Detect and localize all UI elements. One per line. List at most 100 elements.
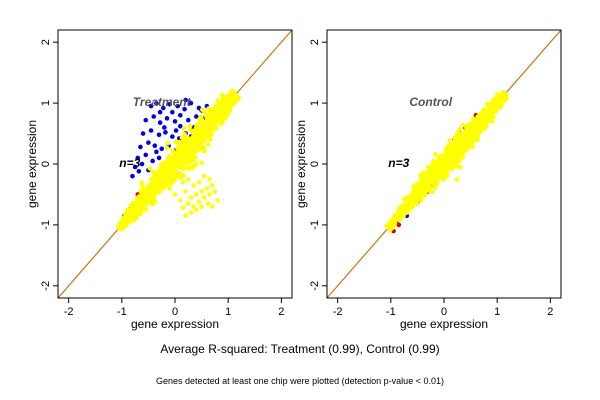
yellow-point (502, 93, 508, 98)
yellow-point (126, 213, 132, 218)
yellow-point (453, 153, 459, 159)
yellow-point (205, 142, 211, 147)
blue-point (140, 131, 146, 136)
yellow-point (148, 177, 154, 182)
yellow-point (224, 94, 230, 99)
yellow-point (156, 182, 162, 187)
yellow-point (460, 133, 466, 139)
blue-point (143, 152, 149, 158)
yellow-point (175, 146, 180, 151)
yellow-point (179, 141, 184, 146)
yellow-point (204, 113, 210, 118)
yellow-point (401, 205, 407, 211)
yellow-point (150, 169, 156, 175)
yellow-point (150, 186, 156, 192)
yellow-point (207, 121, 213, 127)
blue-point (156, 132, 162, 138)
blue-point (157, 109, 163, 115)
yellow-point (179, 160, 185, 165)
blue-point (154, 100, 159, 106)
yellow-point (196, 179, 202, 185)
yellow-point (196, 199, 202, 205)
yellow-point (127, 217, 133, 222)
y-tick-label: 0 (40, 161, 52, 167)
yellow-point (412, 183, 418, 188)
yellow-point (161, 160, 167, 166)
yellow-point (139, 202, 145, 208)
x-tick-label: 1 (494, 306, 500, 318)
yellow-point (175, 155, 181, 161)
yellow-point (166, 161, 172, 166)
yellow-point (222, 104, 228, 110)
yellow-point (470, 139, 475, 145)
y-tick-label: 2 (40, 39, 52, 45)
blue-point (170, 109, 175, 115)
blue-point (173, 128, 179, 133)
yellow-point (403, 195, 409, 201)
detection-footnote: Genes detected at least one chip were pl… (156, 376, 444, 386)
yellow-point (181, 125, 187, 131)
yellow-point (205, 201, 211, 206)
yellow-point (123, 210, 129, 216)
blue-point (163, 130, 168, 135)
yellow-point (437, 164, 442, 170)
yellow-point (229, 90, 235, 96)
yellow-point (468, 143, 473, 149)
yellow-point (478, 110, 484, 116)
yellow-point (221, 113, 227, 119)
x-tick-label: 2 (278, 306, 284, 318)
yellow-point (188, 210, 194, 216)
yellow-point (151, 193, 157, 198)
yellow-point (199, 160, 204, 166)
yellow-point (161, 165, 166, 171)
yellow-point (444, 153, 450, 159)
yellow-point (401, 213, 406, 218)
yellow-point (441, 177, 447, 182)
blue-point (178, 112, 183, 118)
yellow-point (147, 166, 153, 171)
yellow-point (200, 139, 206, 144)
yellow-point (447, 143, 452, 149)
yellow-point (438, 158, 443, 164)
yellow-point (191, 183, 196, 188)
yellow-point (179, 135, 185, 140)
yellow-point (191, 157, 197, 163)
blue-point (148, 128, 154, 133)
treatment-panel: -2 -1 0 1 2 -2 -1 0 1 2 gene expression gene expres… (25, 29, 293, 331)
blue-point (159, 146, 165, 152)
yellow-point (189, 137, 194, 142)
blue-point (151, 114, 157, 119)
x-tick-label: -2 (64, 306, 74, 318)
blue-point (139, 161, 145, 167)
yellow-point (460, 152, 465, 158)
blue-point (193, 114, 199, 119)
yellow-point (167, 186, 172, 191)
blue-point (143, 117, 149, 123)
yellow-point (162, 177, 168, 183)
yellow-point (412, 199, 418, 204)
yellow-point (460, 136, 466, 142)
yellow-point (501, 97, 506, 102)
y-axis-label: gene expression (294, 120, 308, 208)
yellow-point (136, 202, 141, 208)
yellow-point (476, 117, 481, 123)
y-tick-label: 1 (309, 100, 321, 106)
blue-point (183, 97, 188, 103)
yellow-point (494, 105, 500, 111)
yellow-point (463, 141, 468, 147)
yellow-point (474, 122, 479, 128)
yellow-point (141, 197, 147, 203)
yellow-point (180, 205, 186, 211)
blue-point (148, 103, 154, 109)
yellow-point (199, 204, 204, 209)
yellow-point (201, 173, 207, 179)
yellow-point (425, 164, 431, 170)
yellow-point (233, 93, 238, 99)
yellow-point (206, 106, 211, 111)
yellow-point (200, 107, 205, 112)
yellow-point (444, 159, 450, 165)
blue-point (188, 100, 194, 106)
control-panel: -2 -1 0 1 2 -2 -1 0 1 2 gene expression gene expres… (294, 29, 562, 331)
yellow-point (401, 202, 407, 207)
yellow-point (144, 186, 150, 192)
